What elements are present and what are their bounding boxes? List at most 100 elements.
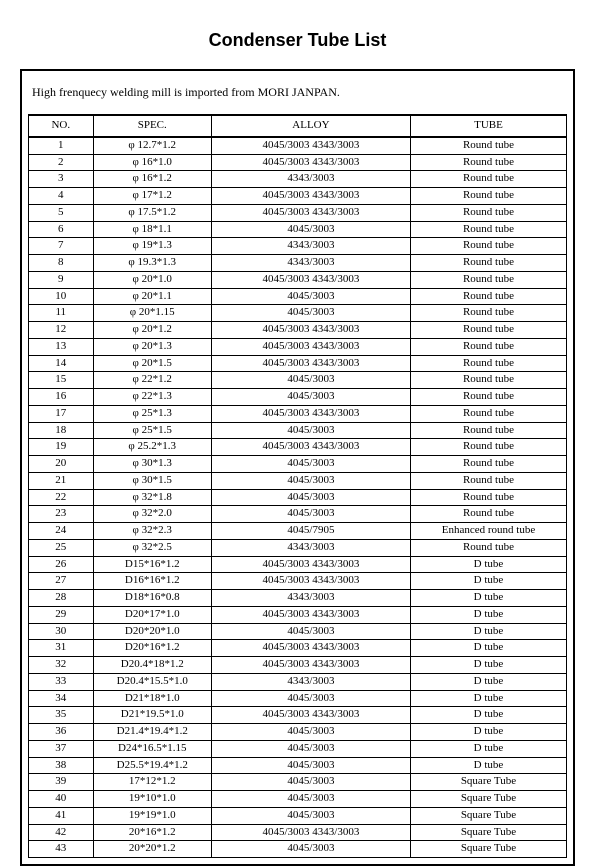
- table-row: 18φ 25*1.54045/3003Round tube: [29, 422, 567, 439]
- cell-spec: φ 18*1.1: [93, 221, 211, 238]
- table-row: 38D25.5*19.4*1.24045/3003D tube: [29, 757, 567, 774]
- cell-tube: Round tube: [410, 271, 566, 288]
- cell-tube: Round tube: [410, 338, 566, 355]
- cell-tube: D tube: [410, 690, 566, 707]
- cell-tube: Round tube: [410, 322, 566, 339]
- cell-no: 8: [29, 255, 94, 272]
- cell-tube: D tube: [410, 623, 566, 640]
- cell-alloy: 4045/3003: [211, 422, 410, 439]
- cell-tube: Round tube: [410, 489, 566, 506]
- table-row: 20φ 30*1.34045/3003Round tube: [29, 456, 567, 473]
- cell-tube: Square Tube: [410, 824, 566, 841]
- table-row: 13φ 20*1.34045/3003 4343/3003Round tube: [29, 338, 567, 355]
- cell-tube: Round tube: [410, 389, 566, 406]
- cell-alloy: 4045/3003: [211, 740, 410, 757]
- cell-tube: Round tube: [410, 405, 566, 422]
- cell-spec: D25.5*19.4*1.2: [93, 757, 211, 774]
- cell-no: 27: [29, 573, 94, 590]
- cell-alloy: 4045/3003: [211, 757, 410, 774]
- table-row: 35D21*19.5*1.04045/3003 4343/3003D tube: [29, 707, 567, 724]
- cell-tube: Round tube: [410, 288, 566, 305]
- cell-spec: φ 32*2.5: [93, 539, 211, 556]
- cell-tube: Round tube: [410, 238, 566, 255]
- table-row: 26D15*16*1.24045/3003 4343/3003D tube: [29, 556, 567, 573]
- cell-spec: φ 17.5*1.2: [93, 204, 211, 221]
- table-row: 16φ 22*1.34045/3003Round tube: [29, 389, 567, 406]
- cell-spec: φ 25*1.3: [93, 405, 211, 422]
- cell-spec: φ 17*1.2: [93, 188, 211, 205]
- cell-alloy: 4045/3003 4343/3003: [211, 338, 410, 355]
- cell-tube: Square Tube: [410, 791, 566, 808]
- table-row: 4320*20*1.24045/3003Square Tube: [29, 841, 567, 858]
- col-spec: SPEC.: [93, 115, 211, 137]
- cell-spec: φ 12.7*1.2: [93, 137, 211, 154]
- cell-alloy: 4045/3003: [211, 305, 410, 322]
- cell-spec: φ 20*1.0: [93, 271, 211, 288]
- cell-spec: φ 20*1.1: [93, 288, 211, 305]
- table-row: 36D21.4*19.4*1.24045/3003D tube: [29, 724, 567, 741]
- cell-no: 43: [29, 841, 94, 858]
- cell-tube: Round tube: [410, 456, 566, 473]
- cell-alloy: 4045/3003: [211, 841, 410, 858]
- cell-spec: φ 22*1.2: [93, 372, 211, 389]
- cell-alloy: 4045/3003 4343/3003: [211, 271, 410, 288]
- cell-no: 5: [29, 204, 94, 221]
- cell-tube: Round tube: [410, 305, 566, 322]
- cell-spec: φ 22*1.3: [93, 389, 211, 406]
- cell-no: 4: [29, 188, 94, 205]
- cell-alloy: 4045/3003 4343/3003: [211, 154, 410, 171]
- cell-alloy: 4343/3003: [211, 171, 410, 188]
- cell-tube: D tube: [410, 556, 566, 573]
- cell-alloy: 4045/7905: [211, 523, 410, 540]
- cell-no: 32: [29, 657, 94, 674]
- cell-tube: Round tube: [410, 472, 566, 489]
- cell-no: 29: [29, 606, 94, 623]
- page: Condenser Tube List High frenquecy weldi…: [0, 0, 595, 841]
- cell-no: 9: [29, 271, 94, 288]
- cell-spec: 20*20*1.2: [93, 841, 211, 858]
- cell-tube: D tube: [410, 590, 566, 607]
- cell-spec: φ 19.3*1.3: [93, 255, 211, 272]
- table-row: 5φ 17.5*1.24045/3003 4343/3003Round tube: [29, 204, 567, 221]
- table-row: 33D20.4*15.5*1.04343/3003D tube: [29, 673, 567, 690]
- cell-spec: D21.4*19.4*1.2: [93, 724, 211, 741]
- cell-no: 26: [29, 556, 94, 573]
- cell-no: 42: [29, 824, 94, 841]
- cell-spec: φ 30*1.5: [93, 472, 211, 489]
- cell-spec: D20.4*15.5*1.0: [93, 673, 211, 690]
- table-row: 4220*16*1.24045/3003 4343/3003Square Tub…: [29, 824, 567, 841]
- cell-tube: Round tube: [410, 154, 566, 171]
- cell-spec: φ 30*1.3: [93, 456, 211, 473]
- cell-no: 23: [29, 506, 94, 523]
- cell-alloy: 4045/3003: [211, 623, 410, 640]
- cell-alloy: 4045/3003: [211, 791, 410, 808]
- cell-tube: D tube: [410, 606, 566, 623]
- cell-spec: φ 20*1.15: [93, 305, 211, 322]
- cell-tube: Round tube: [410, 439, 566, 456]
- cell-alloy: 4343/3003: [211, 590, 410, 607]
- table-row: 4019*10*1.04045/3003Square Tube: [29, 791, 567, 808]
- cell-no: 22: [29, 489, 94, 506]
- cell-alloy: 4045/3003 4343/3003: [211, 657, 410, 674]
- cell-no: 25: [29, 539, 94, 556]
- cell-alloy: 4045/3003: [211, 288, 410, 305]
- cell-spec: 20*16*1.2: [93, 824, 211, 841]
- cell-spec: φ 32*2.3: [93, 523, 211, 540]
- cell-spec: φ 32*1.8: [93, 489, 211, 506]
- cell-no: 39: [29, 774, 94, 791]
- cell-tube: Square Tube: [410, 807, 566, 824]
- col-tube: TUBE: [410, 115, 566, 137]
- cell-no: 31: [29, 640, 94, 657]
- cell-alloy: 4045/3003 4343/3003: [211, 556, 410, 573]
- cell-spec: 19*19*1.0: [93, 807, 211, 824]
- cell-tube: Round tube: [410, 506, 566, 523]
- col-alloy: ALLOY: [211, 115, 410, 137]
- cell-spec: 17*12*1.2: [93, 774, 211, 791]
- cell-alloy: 4343/3003: [211, 238, 410, 255]
- table-row: 25φ 32*2.54343/3003Round tube: [29, 539, 567, 556]
- cell-alloy: 4045/3003: [211, 372, 410, 389]
- cell-no: 37: [29, 740, 94, 757]
- table-row: 32D20.4*18*1.24045/3003 4343/3003D tube: [29, 657, 567, 674]
- table-row: 30D20*20*1.04045/3003D tube: [29, 623, 567, 640]
- table-row: 23φ 32*2.04045/3003Round tube: [29, 506, 567, 523]
